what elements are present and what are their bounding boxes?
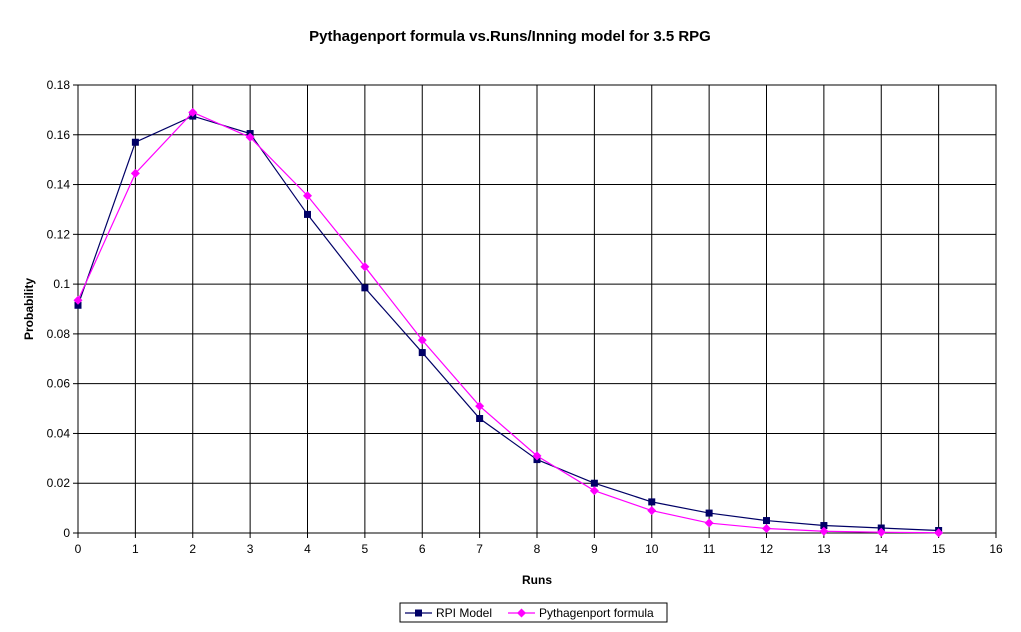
data-point-pythagenport-formula [188,107,198,117]
legend-item-pythagenport-formula: Pythagenport formula [508,606,654,620]
data-point-rpi-model [590,479,598,487]
x-tick-label: 0 [75,542,82,556]
legend-label: Pythagenport formula [539,606,654,620]
y-tick-label: 0.1 [53,277,70,291]
series-pythagenport-formula [73,107,944,538]
y-tick-label: 0.08 [47,327,71,341]
data-point-pythagenport-formula [589,486,599,496]
data-point-rpi-model [705,509,713,517]
x-tick-label: 3 [247,542,254,556]
series-layer [73,107,944,538]
legend-marker [415,609,422,617]
x-tick-label: 5 [362,542,369,556]
data-point-pythagenport-formula [303,191,312,201]
x-tick-label: 9 [591,542,598,556]
axis-ticks: 0 1 2 3 4 5 6 7 8 9 10 11 12 13 14 15 1600.020.040.060.0… [47,78,1003,556]
data-point-pythagenport-formula [417,335,427,345]
data-point-pythagenport-formula [73,295,83,305]
x-tick-label: 4 [304,542,311,556]
data-point-pythagenport-formula [704,518,714,528]
data-point-pythagenport-formula [475,401,485,411]
chart-title: Pythagenport formula vs.Runs/Inning mode… [309,28,711,45]
data-point-pythagenport-formula [532,451,542,461]
data-point-rpi-model [304,210,311,218]
data-point-pythagenport-formula [876,527,886,537]
y-tick-label: 0.06 [47,377,71,391]
x-tick-label: 1 [132,542,139,556]
legend-marker [517,608,526,618]
data-point-pythagenport-formula [762,524,771,534]
data-point-rpi-model [763,517,770,525]
y-tick-label: 0.02 [47,476,71,490]
data-point-rpi-model [74,301,82,309]
x-tick-label: 15 [932,542,946,556]
data-point-rpi-model [418,349,426,357]
y-axis-label: Probability [22,278,36,340]
data-point-rpi-model [131,138,139,146]
series-line-pythagenport-formula [77,111,939,534]
x-tick-label: 13 [817,542,831,556]
y-tick-label: 0.14 [47,178,71,192]
data-point-pythagenport-formula [130,168,140,178]
x-tick-label: 12 [760,542,774,556]
legend: RPI Model Pythagenport formula [399,602,668,623]
data-point-rpi-model [820,522,828,530]
legend-label: RPI Model [436,606,492,620]
y-tick-label: 0.12 [47,227,71,241]
x-tick-label: 6 [419,542,426,556]
data-point-pythagenport-formula [647,506,657,516]
x-tick-label: 8 [534,542,541,556]
data-point-pythagenport-formula [934,528,944,538]
y-tick-label: 0.16 [47,128,71,142]
y-tick-label: 0.04 [47,426,71,440]
data-point-pythagenport-formula [360,262,370,272]
x-tick-label: 10 [645,542,659,556]
data-point-rpi-model [476,415,484,423]
data-point-rpi-model [648,498,656,506]
y-tick-label: 0 [63,526,70,540]
data-point-rpi-model [361,284,369,292]
x-tick-label: 11 [703,542,716,556]
y-tick-label: 0.18 [47,78,71,92]
data-point-pythagenport-formula [819,526,829,536]
x-tick-label: 2 [189,542,196,556]
x-tick-label: 7 [476,542,483,556]
x-tick-label: 14 [875,542,889,556]
x-tick-label: 16 [989,542,1003,556]
data-point-pythagenport-formula [245,132,255,142]
gridlines [78,85,996,533]
legend-item-rpi-model: RPI Model [405,606,492,620]
x-axis-label: Runs [522,573,552,587]
